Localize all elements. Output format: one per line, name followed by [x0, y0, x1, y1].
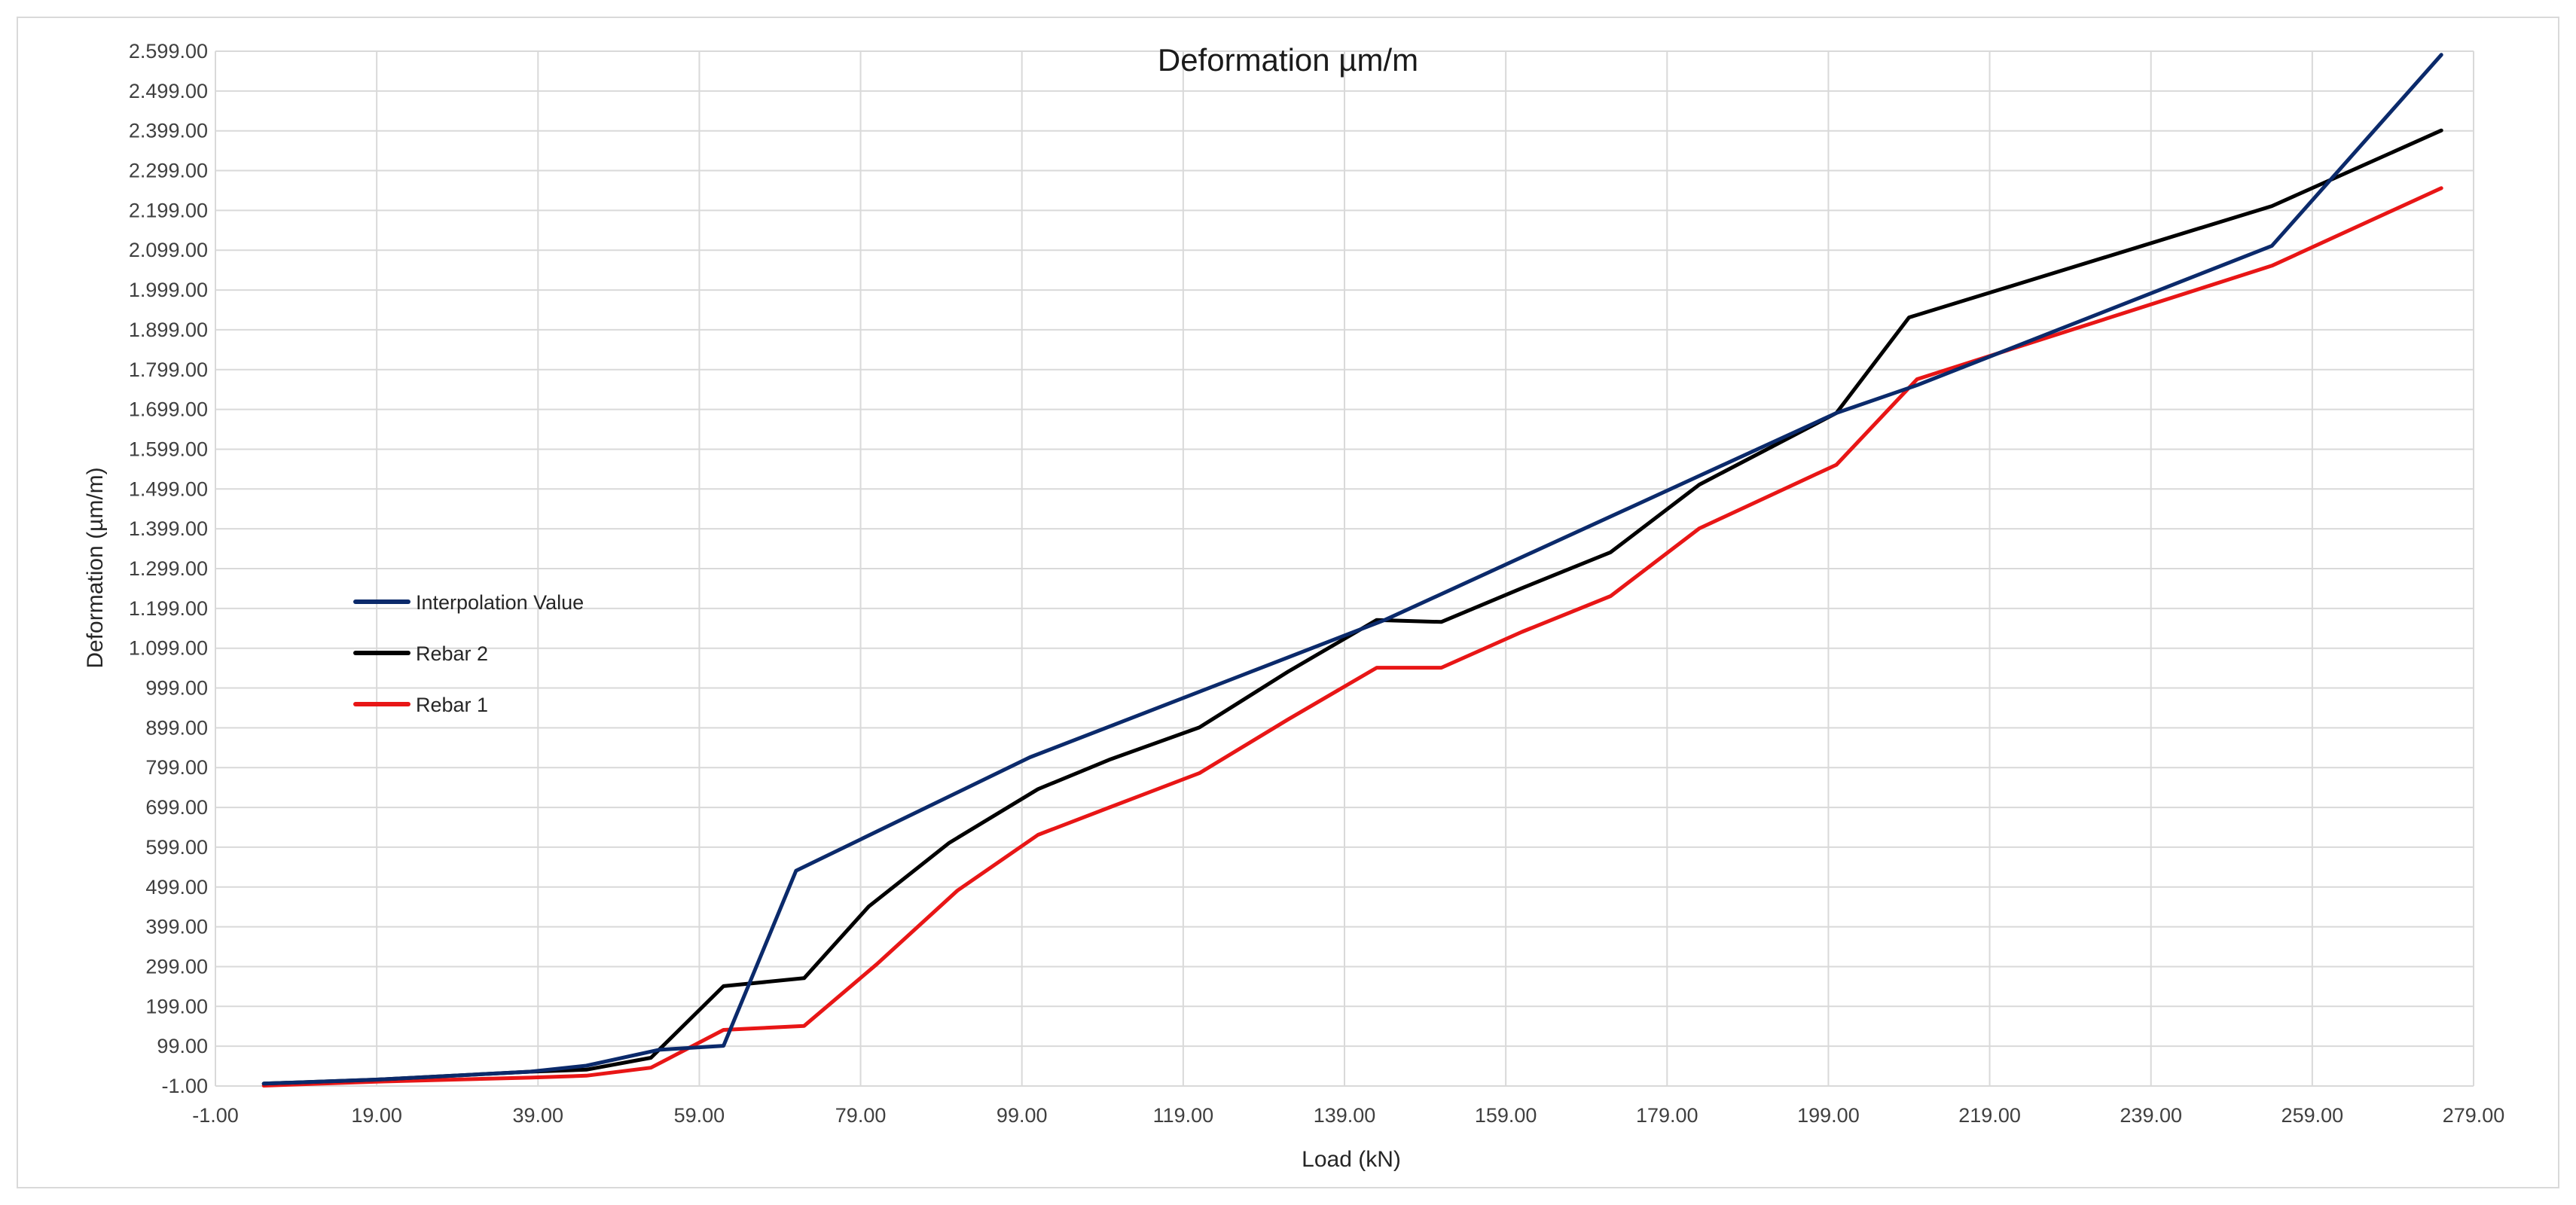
series-lines: [261, 53, 2443, 1088]
y-tick-label: 499.00: [145, 876, 208, 898]
x-tick-label: 79.00: [835, 1104, 887, 1127]
y-tick-label: 2.599.00: [129, 40, 208, 63]
x-tick-label: 159.00: [1475, 1104, 1537, 1127]
x-tick-label: 39.00: [512, 1104, 563, 1127]
series-line-rebar-1: [261, 186, 2443, 1088]
x-tick-label: 139.00: [1314, 1104, 1376, 1127]
y-tick-label: 199.00: [145, 995, 208, 1017]
y-tick-label: 599.00: [145, 836, 208, 859]
y-tick-label: 1.199.00: [129, 597, 208, 620]
y-tick-label: 1.799.00: [129, 358, 208, 381]
y-tick-label: 1.299.00: [129, 557, 208, 580]
legend-label-interpolation-value: Interpolation Value: [416, 591, 584, 614]
x-tick-label: 239.00: [2120, 1104, 2182, 1127]
y-tick-label: 999.00: [145, 677, 208, 700]
x-axis-title: Load (kN): [1302, 1147, 1401, 1172]
y-tick-label: 1.999.00: [129, 279, 208, 301]
y-tick-label: -1.00: [161, 1075, 208, 1097]
y-tick-label: 2.499.00: [129, 80, 208, 102]
y-tick-label: 2.299.00: [129, 160, 208, 182]
y-tick-label: 2.099.00: [129, 239, 208, 261]
y-tick-label: 2.399.00: [129, 120, 208, 142]
legend: Interpolation Value Rebar 2 Rebar 1: [353, 591, 584, 716]
y-tick-label: 2.199.00: [129, 199, 208, 221]
y-axis-ticks: -1.00 99.00 199.00 299.00 399.00 499.00 599.00…: [129, 40, 208, 1097]
series-line-rebar-2: [261, 128, 2443, 1086]
x-tick-label: 219.00: [1958, 1104, 2021, 1127]
y-tick-label: 1.499.00: [129, 477, 208, 500]
x-tick-label: 19.00: [351, 1104, 402, 1127]
y-tick-label: 899.00: [145, 716, 208, 739]
y-tick-label: 799.00: [145, 756, 208, 779]
x-tick-label: 279.00: [2443, 1104, 2505, 1127]
y-tick-label: 1.099.00: [129, 637, 208, 660]
y-tick-label: 299.00: [145, 955, 208, 978]
chart-frame: -1.00 99.00 199.00 299.00 399.00 499.00 599.00…: [17, 17, 2559, 1188]
deformation-chart: -1.00 99.00 199.00 299.00 399.00 499.00 599.00…: [83, 40, 2504, 1172]
x-tick-label: -1.00: [192, 1104, 239, 1127]
y-tick-label: 1.399.00: [129, 517, 208, 540]
y-tick-label: 399.00: [145, 916, 208, 938]
y-tick-label: 1.699.00: [129, 398, 208, 421]
y-tick-label: 99.00: [157, 1035, 208, 1057]
y-tick-label: 1.899.00: [129, 319, 208, 341]
x-axis-ticks: -1.00 19.00 39.00 59.00 79.00 99.00 119.00 139.…: [192, 1104, 2504, 1127]
chart-title: Deformation µm/m: [1158, 42, 1418, 78]
x-tick-label: 199.00: [1797, 1104, 1860, 1127]
x-tick-label: 119.00: [1153, 1104, 1214, 1127]
series-line-interpolation-value: [261, 53, 2443, 1086]
x-tick-label: 259.00: [2281, 1104, 2344, 1127]
y-tick-label: 1.599.00: [129, 438, 208, 460]
x-tick-label: 99.00: [997, 1104, 1048, 1127]
legend-label-rebar-1: Rebar 1: [416, 694, 488, 716]
y-axis-title: Deformation (µm/m): [83, 467, 108, 668]
legend-label-rebar-2: Rebar 2: [416, 642, 488, 665]
y-tick-label: 699.00: [145, 796, 208, 819]
grid: [215, 50, 2474, 1087]
x-tick-label: 179.00: [1636, 1104, 1699, 1127]
x-tick-label: 59.00: [674, 1104, 725, 1127]
